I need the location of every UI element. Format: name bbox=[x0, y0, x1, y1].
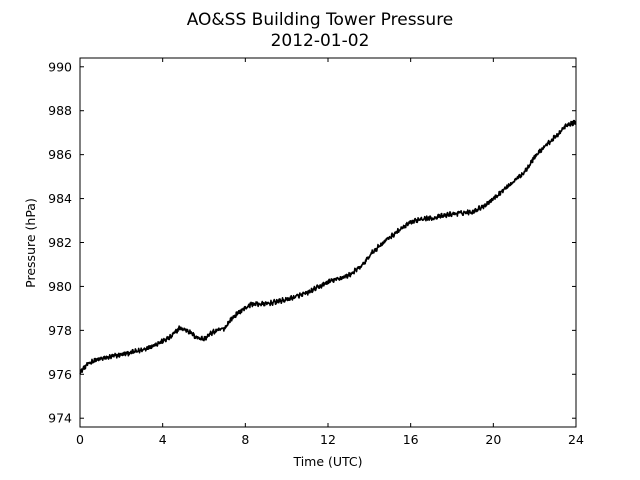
y-tick-label: 986 bbox=[48, 147, 72, 162]
series-layer bbox=[79, 119, 577, 375]
x-tick-label: 20 bbox=[485, 432, 501, 447]
y-tick-label: 978 bbox=[48, 323, 72, 338]
x-tick-label: 12 bbox=[320, 432, 336, 447]
y-tick-label: 990 bbox=[48, 59, 72, 74]
chart-title: AO&SS Building Tower Pressure bbox=[187, 10, 454, 30]
y-tick-label: 982 bbox=[48, 235, 72, 250]
y-tick-label: 988 bbox=[48, 103, 72, 118]
x-tick-label: 24 bbox=[568, 432, 584, 447]
pressure-series-line bbox=[79, 119, 577, 375]
x-tick-label: 0 bbox=[76, 432, 84, 447]
chart-subtitle: 2012-01-02 bbox=[271, 31, 370, 51]
y-tick-label: 974 bbox=[48, 411, 72, 426]
x-tick-label: 4 bbox=[159, 432, 167, 447]
tick-layer: 0 4 8 12 16 20 24 974 976 978 980 982 984 986 988 990 bbox=[48, 58, 584, 447]
y-tick-label: 984 bbox=[48, 191, 72, 206]
y-axis-label: Pressure (hPa) bbox=[23, 198, 38, 288]
x-tick-label: 16 bbox=[403, 432, 419, 447]
x-axis-label: Time (UTC) bbox=[292, 454, 362, 469]
x-tick-label: 8 bbox=[241, 432, 249, 447]
y-tick-label: 980 bbox=[48, 279, 72, 294]
y-tick-label: 976 bbox=[48, 367, 72, 382]
plot-frame bbox=[79, 57, 577, 428]
